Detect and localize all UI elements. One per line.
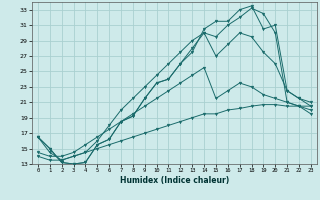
- X-axis label: Humidex (Indice chaleur): Humidex (Indice chaleur): [120, 176, 229, 185]
